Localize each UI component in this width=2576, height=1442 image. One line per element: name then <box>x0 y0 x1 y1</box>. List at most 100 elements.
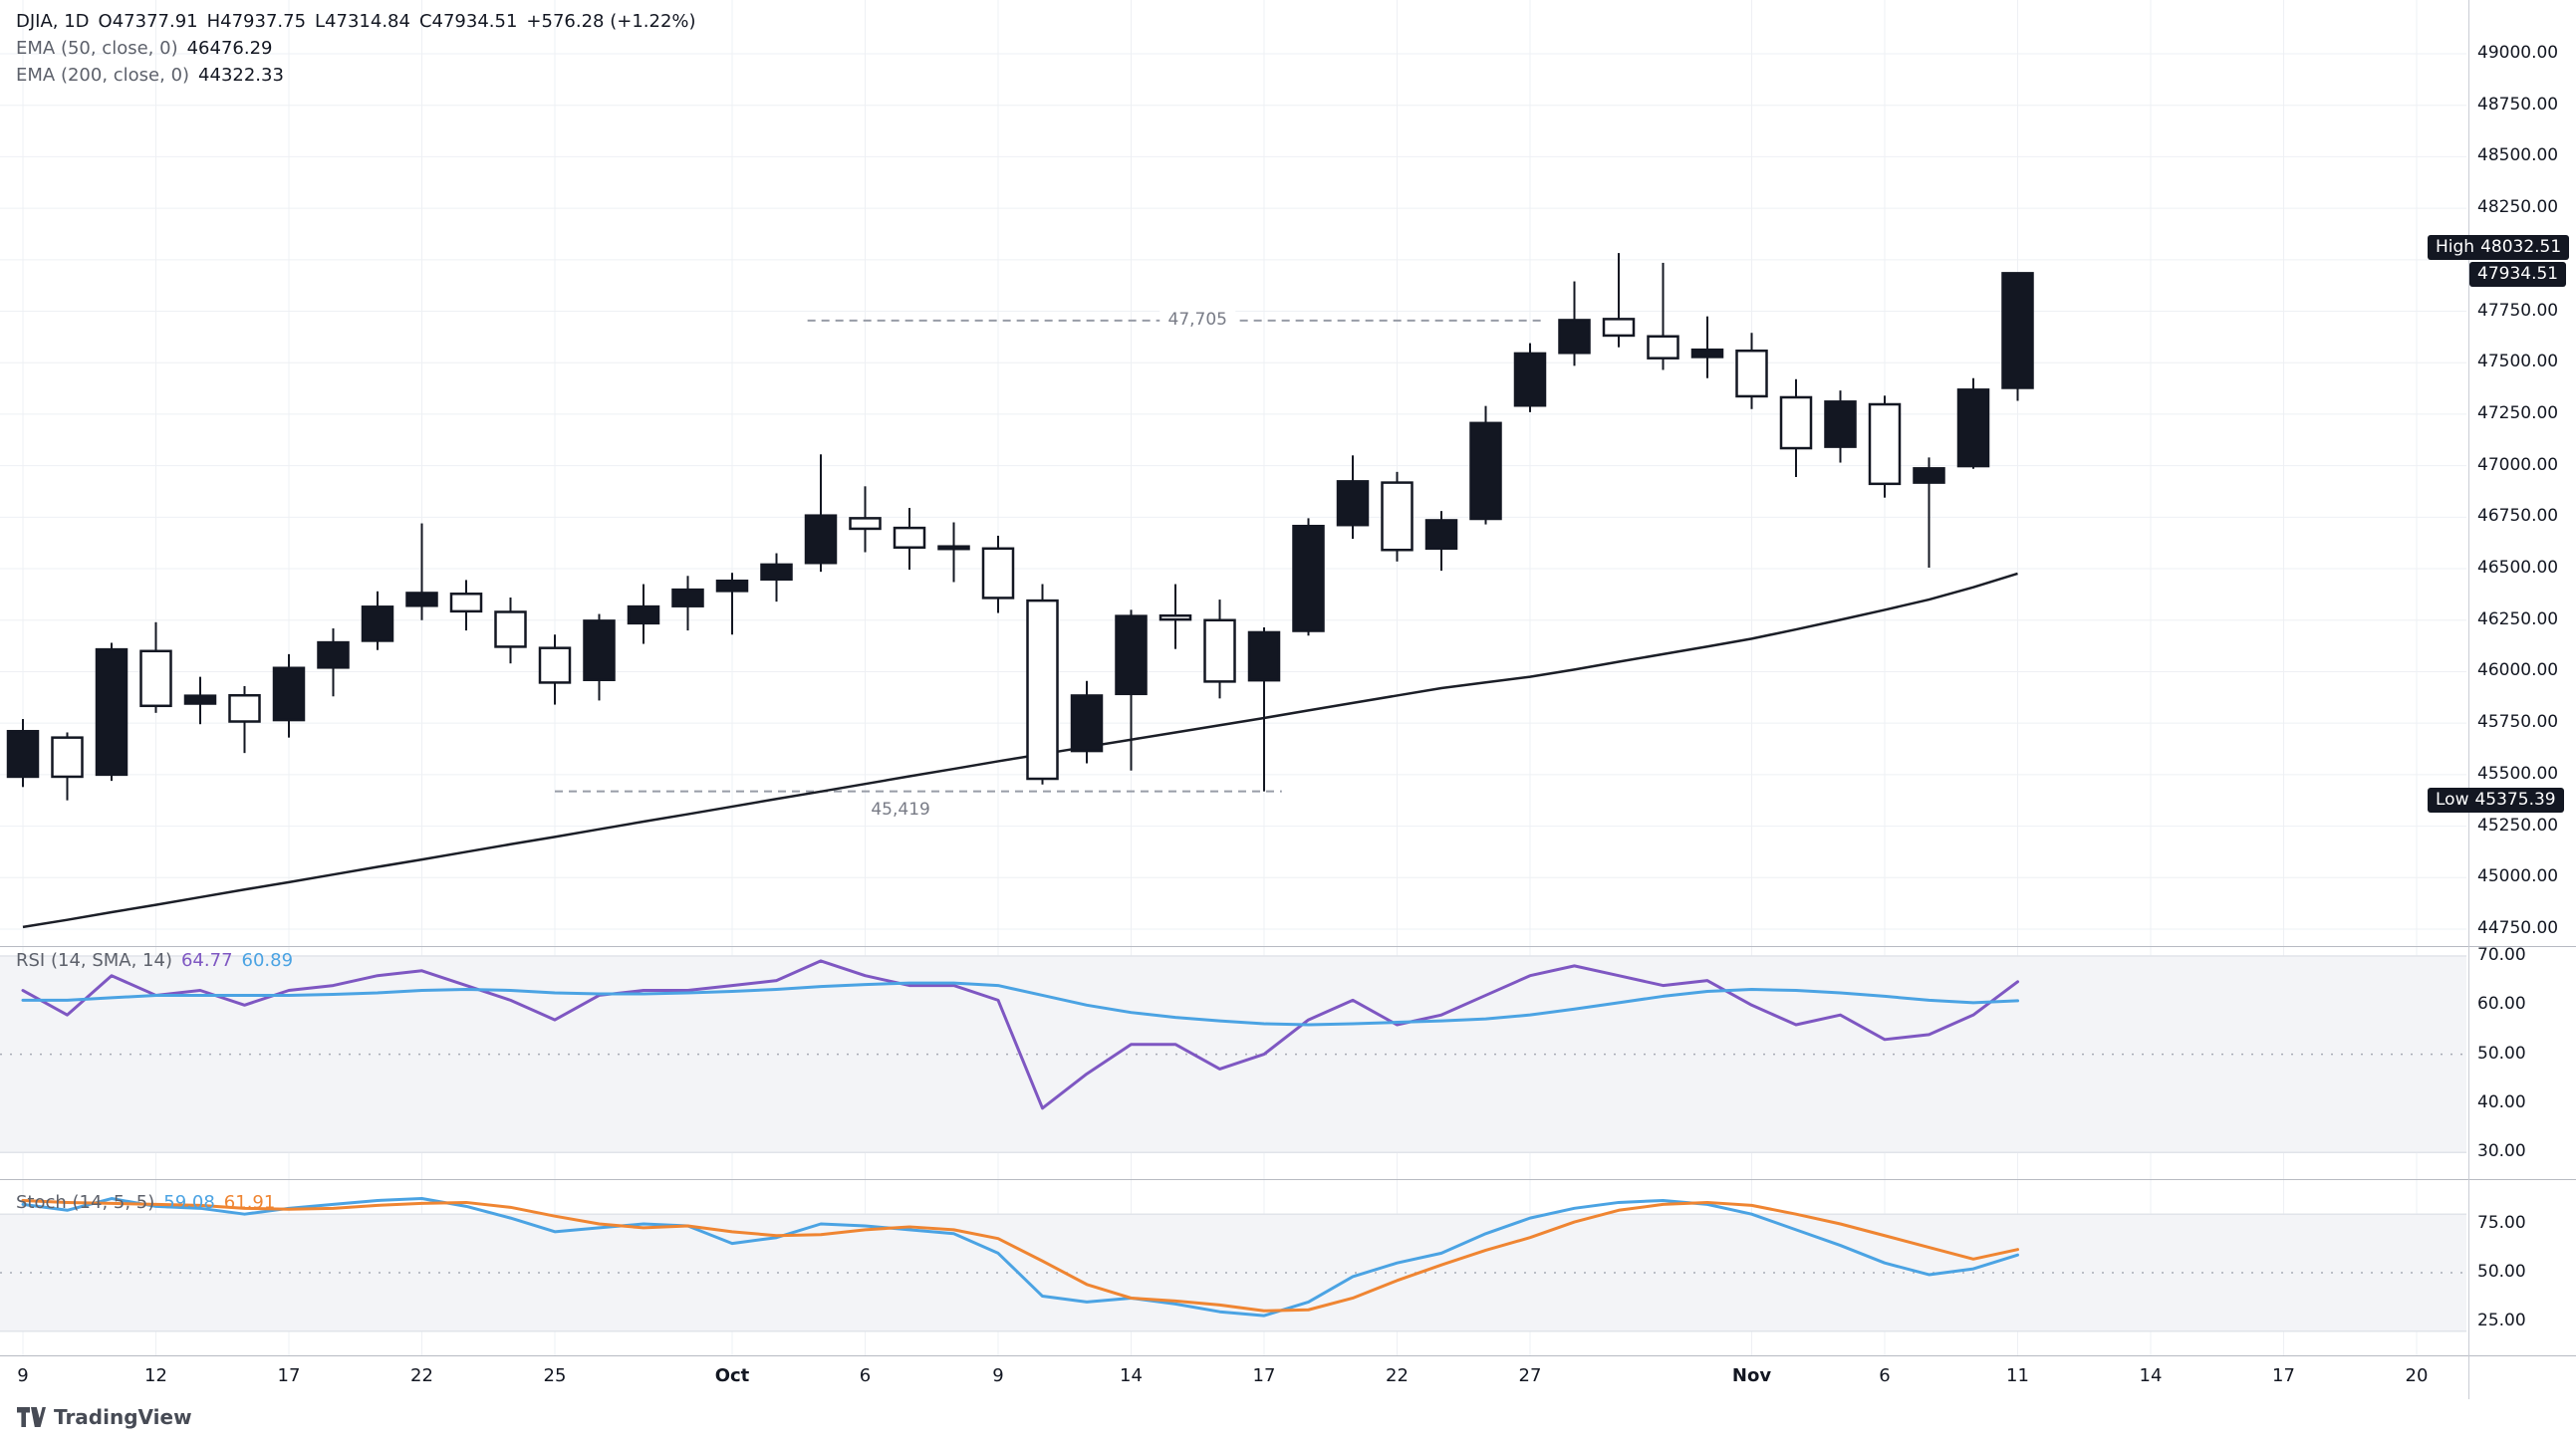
change-value: +576.28 (+1.22%) <box>526 11 696 32</box>
candle <box>494 610 527 648</box>
price-tick: 47000.00 <box>2477 454 2559 475</box>
rsi-value: 64.77 <box>180 950 233 971</box>
candle <box>228 693 261 723</box>
stoch-d-value: 61.91 <box>223 1192 276 1213</box>
symbol-legend: DJIA, 1D O47377.91 H47937.75 L47314.84 C4793… <box>16 8 705 89</box>
time-tick: 17 <box>2272 1365 2295 1386</box>
price-tick: 49000.00 <box>2477 43 2559 63</box>
stoch-k-value: 59.08 <box>163 1192 215 1213</box>
time-tick: Nov <box>1731 1365 1772 1386</box>
price-tick: 48750.00 <box>2477 94 2559 115</box>
candle <box>1690 348 1724 359</box>
candle <box>671 588 704 607</box>
time-axis[interactable]: 9 12 17 22 25 Oct 6 9 14 17 22 27 Nov 6 11 14 17 20 <box>0 0 2468 1442</box>
close-value: C47934.51 <box>418 11 518 32</box>
time-axis-border <box>0 1355 2576 1356</box>
time-tick: 22 <box>410 1365 433 1386</box>
candle <box>139 649 172 708</box>
ema200-label: EMA (200, close, 0) <box>16 65 190 86</box>
ema50-legend[interactable]: EMA (50, close, 0) 46476.29 <box>16 35 705 62</box>
rsi-tick: 70.00 <box>2477 945 2526 965</box>
price-tick: 46750.00 <box>2477 506 2559 527</box>
candle <box>893 526 926 549</box>
high-badge-label: High <box>2436 237 2475 258</box>
candle <box>405 592 438 607</box>
candle <box>317 640 350 669</box>
time-tick: Oct <box>714 1365 750 1386</box>
last-price-badge: 47934.51 <box>2469 262 2567 288</box>
price-tick: 46500.00 <box>2477 558 2559 579</box>
rsi-label: RSI (14, SMA, 14) <box>16 950 172 971</box>
candle <box>51 736 84 779</box>
candle <box>1336 480 1370 527</box>
pane-separator[interactable] <box>0 946 2576 947</box>
rsi-tick: 50.00 <box>2477 1043 2526 1064</box>
time-tick: 9 <box>17 1365 29 1386</box>
time-tick: 9 <box>992 1365 1004 1386</box>
time-tick: 14 <box>2139 1365 2163 1386</box>
tradingview-logo-text: TradingView <box>54 1405 192 1429</box>
ema200-value: 44322.33 <box>198 65 284 86</box>
candle <box>1203 618 1236 683</box>
stoch-tick: 75.00 <box>2477 1213 2526 1233</box>
candle <box>2001 272 2034 389</box>
price-tick: 46000.00 <box>2477 660 2559 681</box>
candle <box>1956 388 1990 468</box>
rsi-tick: 30.00 <box>2477 1141 2526 1162</box>
pane-separator[interactable] <box>0 1179 2576 1180</box>
ema50-line <box>22 572 2018 929</box>
high-value: H47937.75 <box>206 11 307 32</box>
price-tick: 45000.00 <box>2477 866 2559 887</box>
candles-series <box>6 253 2034 801</box>
candle <box>95 647 129 777</box>
ema200-legend[interactable]: EMA (200, close, 0) 44322.33 <box>16 62 705 89</box>
candle <box>1469 421 1502 521</box>
stoch-legend[interactable]: Stoch (14, 5, 5) 59.08 61.91 <box>16 1189 284 1216</box>
candle <box>1647 335 1679 360</box>
candle <box>449 593 483 613</box>
candle <box>715 580 749 593</box>
candle <box>760 563 793 582</box>
price-axis[interactable]: 49000.00 48750.00 48500.00 48250.00 47750.00… <box>2468 0 2576 1399</box>
low-price-badge: Low 45375.39 <box>2428 787 2564 813</box>
time-tick: 17 <box>1252 1365 1276 1386</box>
tradingview-logo[interactable]: TradingView <box>16 1404 192 1430</box>
ema50-label: EMA (50, close, 0) <box>16 38 178 59</box>
last-badge-value: 47934.51 <box>2477 264 2559 285</box>
time-tick: 27 <box>1518 1365 1542 1386</box>
candle <box>981 547 1015 600</box>
time-tick: 22 <box>1386 1365 1409 1386</box>
candle <box>272 666 306 722</box>
rsi-line <box>21 959 2019 1110</box>
candle <box>937 545 970 551</box>
stoch-tick: 50.00 <box>2477 1262 2526 1282</box>
price-tick: 46250.00 <box>2477 608 2559 629</box>
high-badge-value: 48032.51 <box>2480 237 2562 258</box>
candle <box>1779 395 1813 450</box>
stoch-d-line <box>21 1198 2019 1313</box>
price-level-label[interactable]: 45,419 <box>871 799 930 820</box>
candle <box>1026 599 1059 781</box>
time-tick: 17 <box>277 1365 301 1386</box>
candle <box>361 605 394 642</box>
time-tick: 11 <box>2006 1365 2029 1386</box>
ohlc-row[interactable]: DJIA, 1D O47377.91 H47937.75 L47314.84 C4793… <box>16 8 705 35</box>
low-badge-value: 45375.39 <box>2474 789 2556 810</box>
rsi-legend[interactable]: RSI (14, SMA, 14) 64.77 60.89 <box>16 947 302 974</box>
time-tick: 12 <box>144 1365 167 1386</box>
low-badge-label: Low <box>2436 789 2469 810</box>
time-tick: 6 <box>859 1365 872 1386</box>
candle <box>1868 402 1902 486</box>
rsi-ma-value: 60.89 <box>241 950 294 971</box>
symbol-title[interactable]: DJIA, 1D <box>16 11 90 32</box>
time-tick: 14 <box>1120 1365 1143 1386</box>
candle <box>804 514 838 565</box>
rsi-tick: 60.00 <box>2477 994 2526 1015</box>
candle <box>1159 613 1192 621</box>
candle <box>849 517 882 531</box>
price-level-label[interactable]: 47,705 <box>1159 307 1235 332</box>
candle <box>1247 630 1281 682</box>
price-axis-border <box>2468 0 2469 1399</box>
candle <box>583 619 616 681</box>
